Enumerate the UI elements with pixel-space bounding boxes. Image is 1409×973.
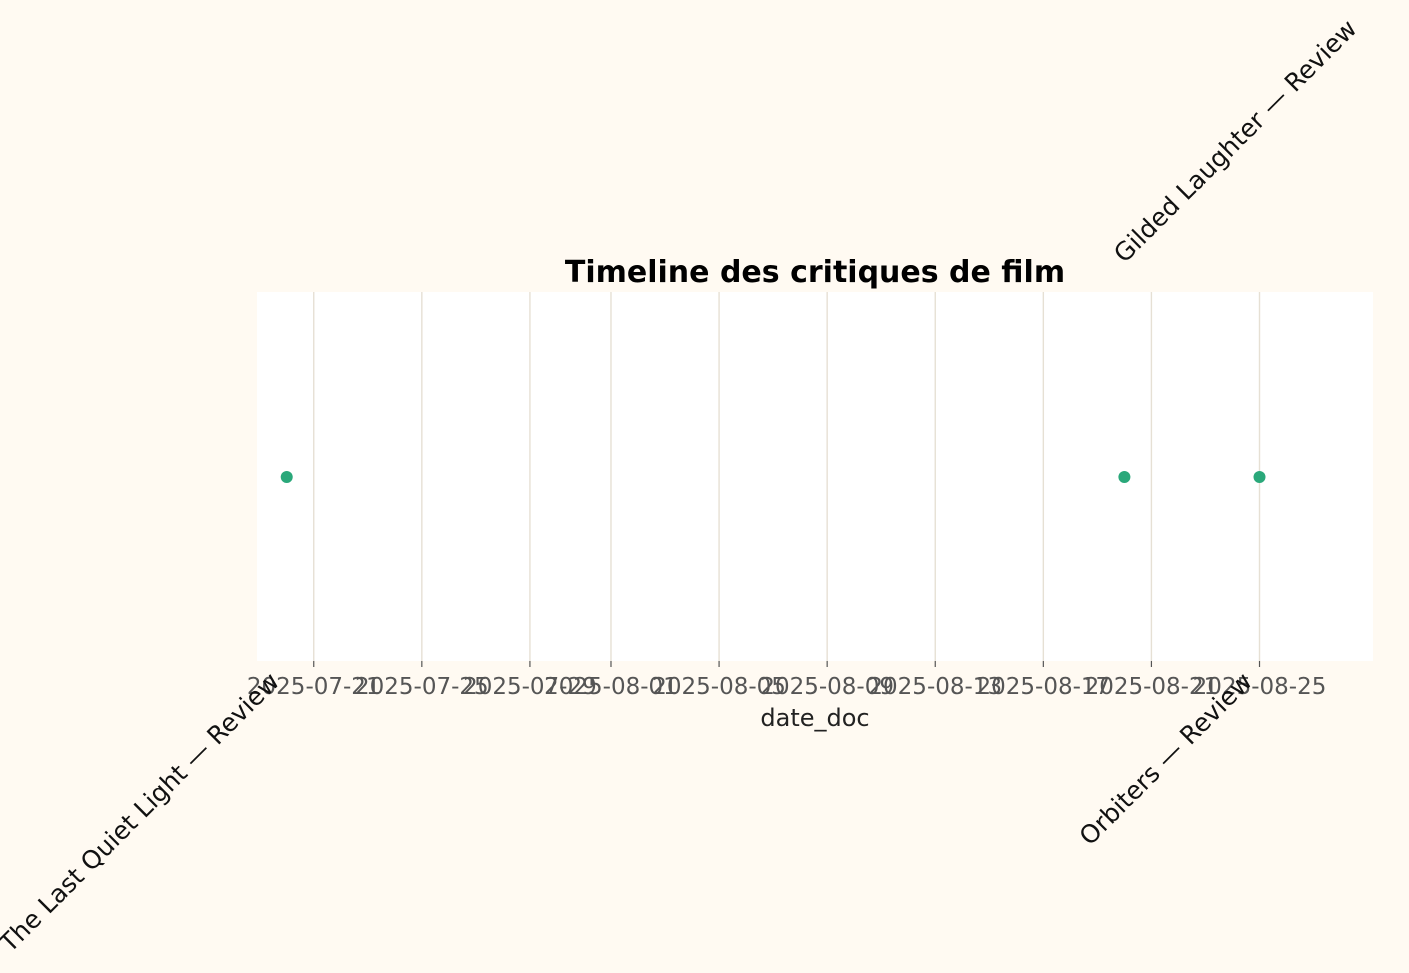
data-points	[280, 471, 1266, 483]
event-label: The Last Quiet Light — Review	[0, 667, 285, 959]
x-tick-label: 2025-08-05	[652, 674, 786, 700]
data-point	[1118, 471, 1131, 483]
x-tick-label: 2025-07-21	[247, 674, 381, 700]
x-tick-label: 2025-07-25	[355, 674, 489, 700]
data-point	[1253, 471, 1266, 483]
x-tick-label: 2025-08-13	[868, 674, 1002, 700]
event-label: Gilded Laughter — Review	[1108, 14, 1362, 268]
chart-title: Timeline des critiques de film	[565, 255, 1065, 290]
plot-area	[257, 292, 1373, 661]
x-tick-label: 2025-08-25	[1193, 674, 1327, 700]
x-tick-label: 2025-08-01	[544, 674, 678, 700]
x-tick-label: 2025-08-09	[760, 674, 894, 700]
grid-lines	[313, 292, 1261, 661]
x-tick-label: 2025-08-21	[1085, 674, 1219, 700]
x-axis-title: date_doc	[760, 704, 869, 732]
x-tick-label: 2025-08-17	[976, 674, 1110, 700]
x-axis-ticks: 2025-07-212025-07-252025-07-292025-08-01…	[247, 661, 1326, 700]
x-tick-label: 2025-07-29	[463, 674, 597, 700]
data-point	[280, 471, 293, 483]
